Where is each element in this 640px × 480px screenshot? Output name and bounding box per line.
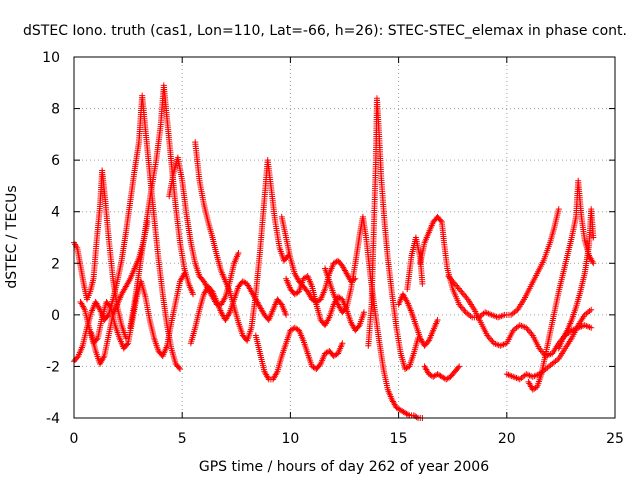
x-tick-label: 20 — [498, 431, 516, 447]
data-point — [177, 366, 184, 373]
x-tick-label: 10 — [281, 431, 299, 447]
ticks: 0 5 10 15 20 25 -4 -2 0 2 4 6 8 10 — [42, 50, 624, 447]
series-arc-c — [127, 82, 197, 331]
data-point — [124, 341, 131, 348]
series-arc-e — [192, 139, 292, 344]
series-arc-a — [71, 167, 129, 342]
data-point — [588, 306, 595, 313]
y-tick-label: 0 — [51, 308, 60, 324]
y-tick-label: -2 — [46, 359, 60, 375]
x-axis-label: GPS time / hours of day 262 of year 2006 — [199, 459, 489, 475]
y-tick-label: 6 — [51, 153, 60, 169]
data-point — [455, 364, 462, 371]
x-tick-label: 25 — [606, 431, 624, 447]
series-arc-o — [525, 177, 597, 393]
data-point — [434, 317, 441, 324]
data-point — [181, 270, 188, 277]
data-point — [122, 335, 129, 342]
grid — [74, 57, 615, 418]
y-tick-label: -4 — [46, 411, 60, 427]
data-point — [235, 249, 242, 256]
data-point — [355, 323, 362, 330]
series-arc-g — [278, 213, 359, 305]
data-point — [277, 300, 284, 307]
data-point — [424, 338, 431, 345]
y-tick-label: 8 — [51, 102, 60, 118]
plot-frame — [73, 56, 616, 419]
data-point — [590, 260, 597, 267]
data-point — [437, 217, 444, 224]
series-arc-p — [555, 206, 597, 352]
data-point — [590, 234, 597, 241]
series-arc-d — [166, 154, 242, 308]
data-point — [104, 313, 111, 320]
series-arc-s — [187, 278, 290, 347]
data-point — [74, 354, 81, 361]
y-axis-label: dSTEC / TECUs — [4, 185, 20, 288]
series-arc-u — [395, 291, 441, 349]
x-tick-label: 5 — [178, 431, 187, 447]
data-point — [175, 364, 182, 371]
series-arc-i — [365, 95, 422, 373]
y-tick-label: 2 — [51, 256, 60, 272]
data-point — [190, 291, 197, 298]
data-point — [316, 362, 323, 369]
series-arc-t — [283, 273, 367, 334]
x-tick-label: 0 — [70, 431, 79, 447]
data-point — [144, 219, 151, 226]
data-point — [404, 411, 411, 418]
data-point — [106, 302, 113, 309]
series-arc-q — [77, 270, 188, 360]
y-tick-label: 4 — [51, 205, 60, 221]
data-point — [555, 206, 562, 213]
data-point — [283, 311, 290, 318]
x-tick-label: 15 — [390, 431, 408, 447]
data-point — [208, 287, 215, 294]
data-point — [360, 309, 367, 316]
data-point — [456, 363, 463, 370]
y-tick-label: 10 — [42, 50, 60, 66]
data-point — [339, 340, 346, 347]
data-point — [419, 280, 426, 287]
data-point — [350, 276, 357, 283]
series-arc-n — [503, 306, 595, 383]
series-arc-f — [252, 324, 346, 383]
chart-title: dSTEC Iono. truth (cas1, Lon=110, Lat=-6… — [23, 23, 627, 39]
data-point — [588, 324, 595, 331]
data-point — [413, 414, 420, 421]
series-arc-r — [88, 219, 151, 367]
data-points — [71, 82, 597, 421]
series-arc-l — [421, 363, 463, 383]
